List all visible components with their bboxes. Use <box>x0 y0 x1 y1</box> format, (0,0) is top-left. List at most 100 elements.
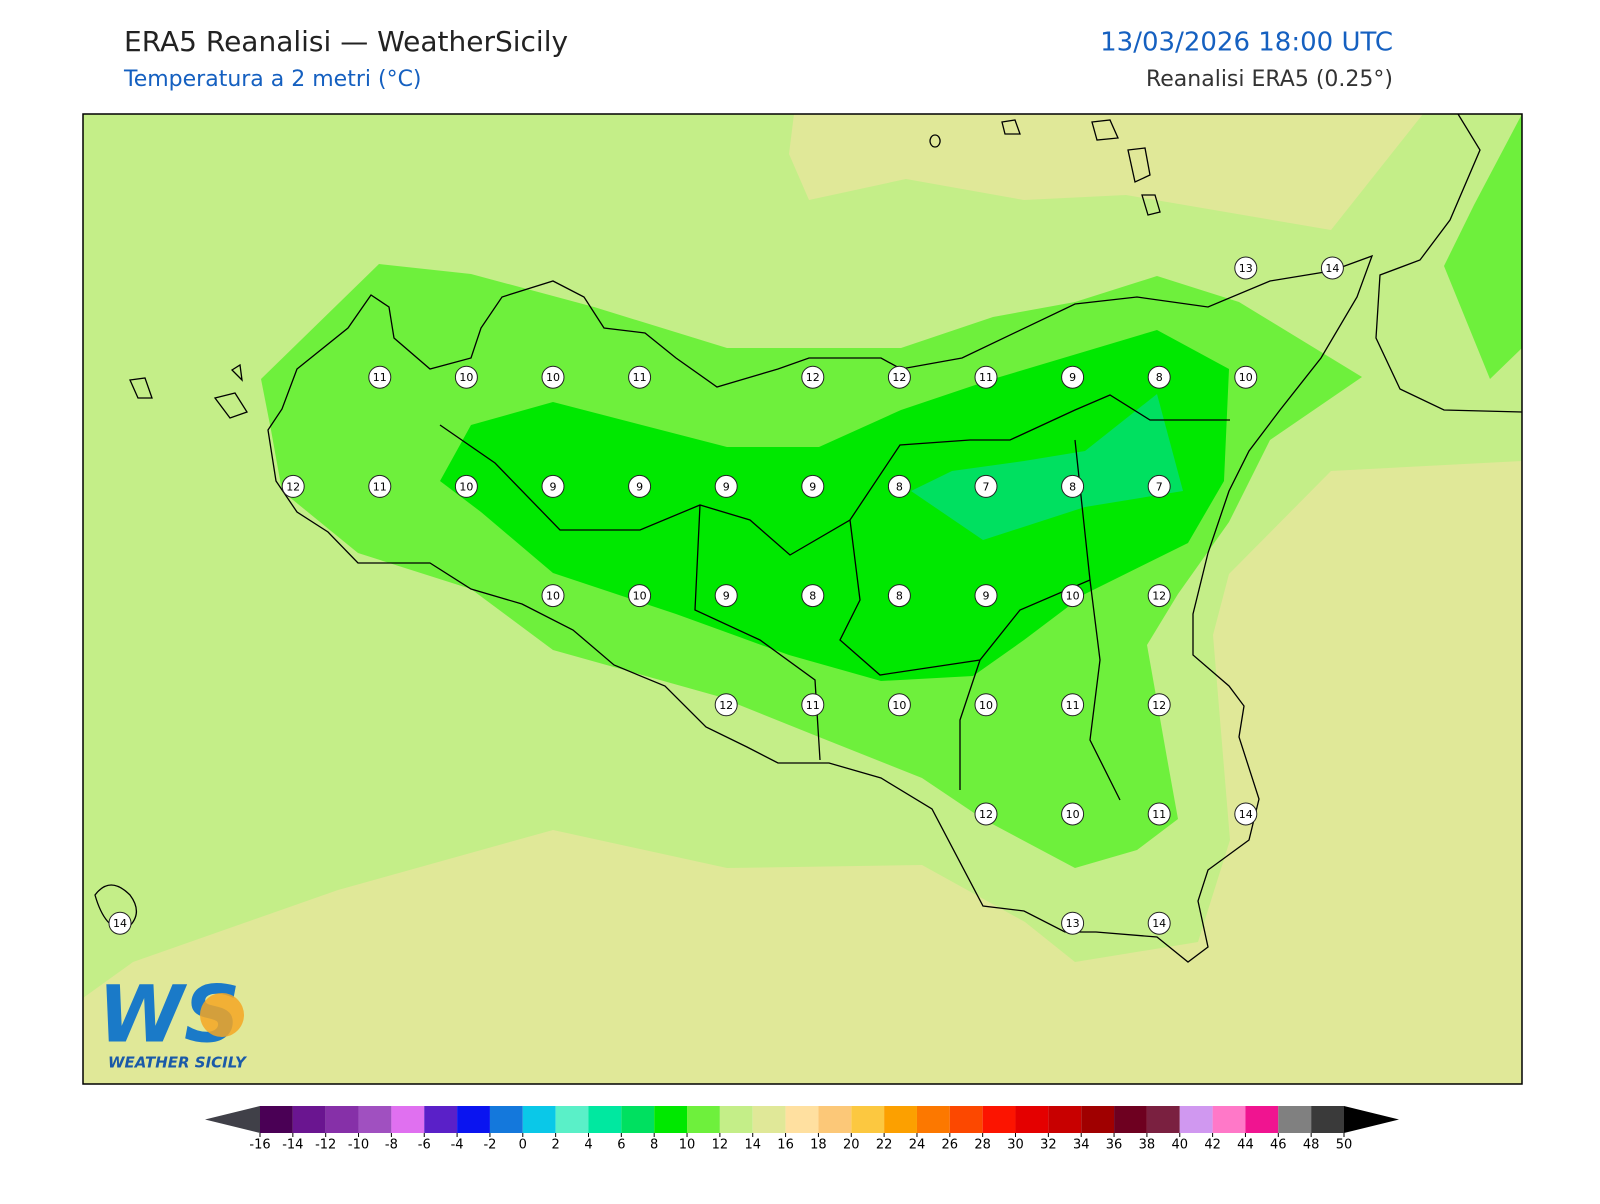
contour-14-16 <box>789 114 1423 230</box>
station: 10 <box>887 693 911 717</box>
colorbar-box <box>588 1106 622 1133</box>
colorbar-tick-label: 16 <box>777 1138 794 1153</box>
station: 9 <box>801 474 825 498</box>
station-marker <box>454 365 478 389</box>
station: 14 <box>108 911 132 935</box>
station: 7 <box>974 474 998 498</box>
station-marker <box>714 474 738 498</box>
station-marker <box>1061 365 1085 389</box>
station: 9 <box>974 584 998 608</box>
calabria-coastline <box>1375 114 1522 413</box>
colorbar-tick-label: 12 <box>712 1138 729 1153</box>
station: 13 <box>1061 911 1085 935</box>
station-value: 13 <box>1239 262 1253 275</box>
colorbar: -16 -14 -12 -10 -8 -6 -4 -2 0 2 4 6 8 10 12 14 16 18 20 22 2… <box>205 1106 1399 1153</box>
colorbar-under <box>205 1106 260 1133</box>
station-marker <box>887 693 911 717</box>
station-value: 9 <box>723 590 730 603</box>
station-value: 10 <box>892 699 906 712</box>
colorbar-box <box>851 1106 885 1133</box>
colorbar-box <box>621 1106 655 1133</box>
logo: WS WEATHER SICILY <box>98 970 248 1071</box>
station-value: 11 <box>979 371 993 384</box>
sicily-coastline <box>267 254 1374 963</box>
colorbar-tick-label: 4 <box>584 1138 592 1153</box>
station-value: 7 <box>1156 480 1163 493</box>
station-marker <box>974 584 998 608</box>
station-value: 14 <box>1325 262 1339 275</box>
station-value: 11 <box>806 699 820 712</box>
station-marker <box>368 474 392 498</box>
colorbar-tick-label: 48 <box>1303 1138 1320 1153</box>
colorbar-tick-label: 24 <box>909 1138 926 1153</box>
station: 14 <box>1320 256 1344 280</box>
colorbar-box <box>916 1106 950 1133</box>
colorbar-tick-label: 32 <box>1040 1138 1057 1153</box>
colorbar-box <box>522 1106 556 1133</box>
colorbar-tick-label: 40 <box>1171 1138 1188 1153</box>
station-marker <box>368 365 392 389</box>
island <box>929 119 1161 216</box>
colorbar-box <box>1081 1106 1115 1133</box>
station-marker <box>1320 256 1344 280</box>
station: 9 <box>714 474 738 498</box>
colorbar-tick-label: 26 <box>942 1138 959 1153</box>
colorbar-box <box>1212 1106 1246 1133</box>
station: 14 <box>1147 911 1171 935</box>
colorbar-tick-label: 34 <box>1073 1138 1090 1153</box>
station-value: 12 <box>719 699 733 712</box>
station-value: 12 <box>1152 699 1166 712</box>
station-value: 12 <box>286 480 300 493</box>
colorbar-box <box>1278 1106 1312 1133</box>
station-value: 12 <box>892 371 906 384</box>
station: 13 <box>1234 256 1258 280</box>
logo-text: WEATHER SICILY <box>108 1054 248 1072</box>
colorbar-tick-label: -12 <box>315 1138 336 1153</box>
station-marker <box>541 584 565 608</box>
station: 8 <box>887 584 911 608</box>
station-marker <box>974 474 998 498</box>
inner-boundary <box>439 394 1230 801</box>
colorbar-box <box>358 1106 392 1133</box>
colorbar-tick-label: 36 <box>1106 1138 1123 1153</box>
colorbar-box <box>424 1106 458 1133</box>
station-marker <box>887 365 911 389</box>
colorbar-tick-label: 8 <box>650 1138 658 1153</box>
station: 10 <box>454 474 478 498</box>
station-value: 14 <box>113 917 127 930</box>
station: 10 <box>541 584 565 608</box>
colorbar-tick-label: -14 <box>282 1138 303 1153</box>
colorbar-box <box>555 1106 589 1133</box>
colorbar-box <box>818 1106 852 1133</box>
station-value: 8 <box>1156 371 1163 384</box>
colorbar-tick-label: 10 <box>679 1138 696 1153</box>
station: 11 <box>801 693 825 717</box>
station: 12 <box>1147 584 1171 608</box>
stations: 13 14 11 10 10 11 12 12 11 9 8 10 12 11 10 9 9 9 9 8 7 8 7 10 10… <box>108 256 1344 935</box>
station-marker <box>1234 365 1258 389</box>
station: 10 <box>541 365 565 389</box>
station-marker <box>1061 474 1085 498</box>
colorbar-tick-label: 0 <box>519 1138 527 1153</box>
station: 10 <box>1234 365 1258 389</box>
colorbar-tick-label: -8 <box>385 1138 398 1153</box>
station: 11 <box>974 365 998 389</box>
station: 10 <box>628 584 652 608</box>
colorbar-tick-label: 18 <box>810 1138 827 1153</box>
station: 12 <box>714 693 738 717</box>
station: 8 <box>887 474 911 498</box>
station-marker <box>454 474 478 498</box>
station-value: 14 <box>1152 917 1166 930</box>
station-marker <box>801 474 825 498</box>
station-marker <box>1147 911 1171 935</box>
logo-sun <box>200 993 244 1037</box>
station-value: 9 <box>983 590 990 603</box>
station-value: 9 <box>550 480 557 493</box>
contour-10-12 <box>1444 114 1522 379</box>
station-marker <box>1147 474 1171 498</box>
colorbar-tick-label: -10 <box>348 1138 369 1153</box>
contour-6-8 <box>911 394 1183 540</box>
colorbar-box <box>785 1106 819 1133</box>
colorbar-box <box>1245 1106 1279 1133</box>
